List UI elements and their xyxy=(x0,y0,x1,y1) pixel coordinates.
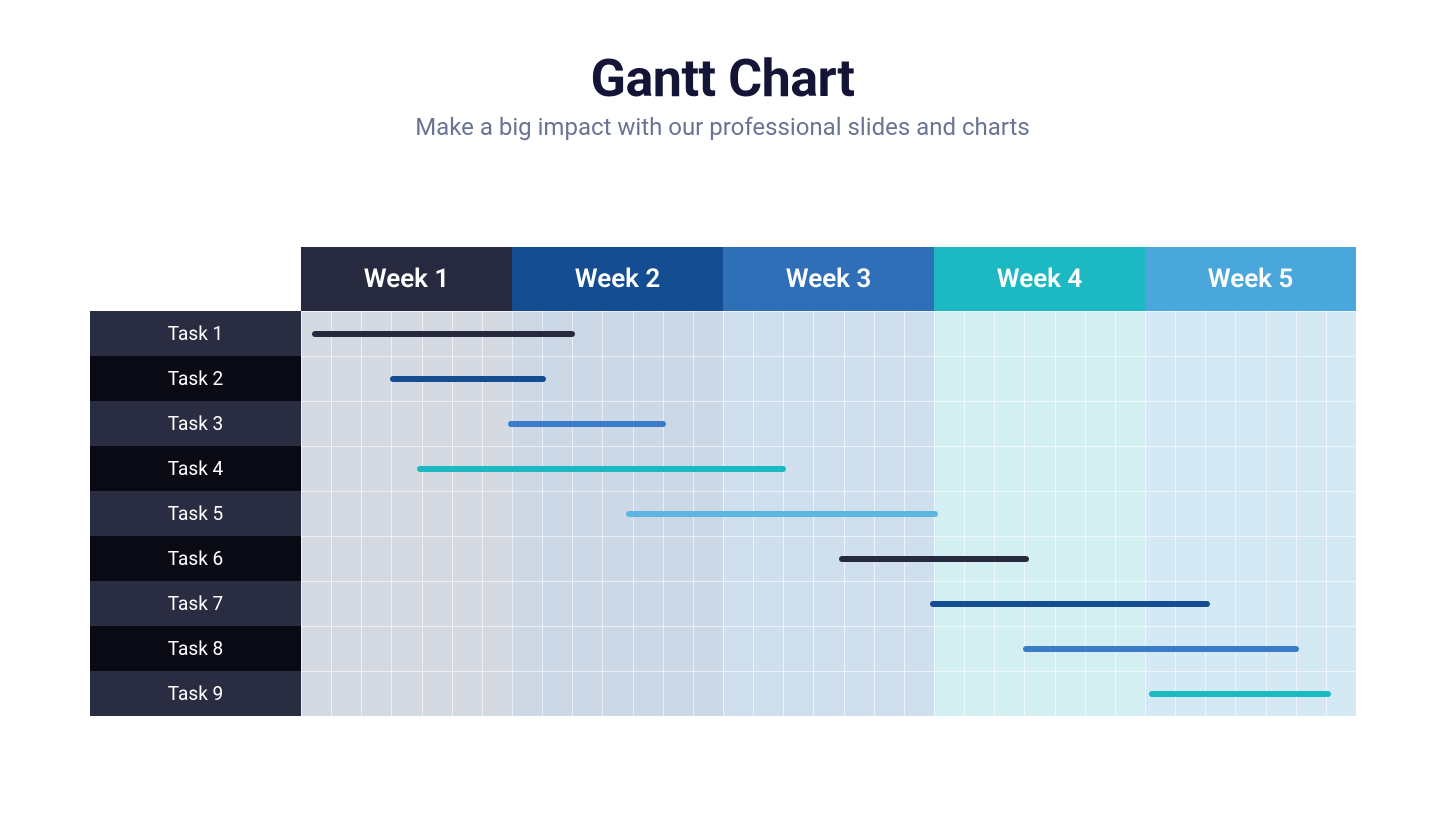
task-label: Task 9 xyxy=(90,671,301,716)
task-label: Task 4 xyxy=(90,446,301,491)
gantt-bar xyxy=(626,511,938,517)
header-spacer xyxy=(90,247,301,311)
week-header-1: Week 1 xyxy=(301,247,512,311)
task-label: Task 5 xyxy=(90,491,301,536)
gantt-bar xyxy=(508,421,666,427)
gantt-bar xyxy=(312,331,576,337)
week-header-3: Week 3 xyxy=(723,247,934,311)
chart-title: Gantt Chart xyxy=(0,48,1445,109)
week-header-2: Week 2 xyxy=(512,247,723,311)
chart-header: Gantt Chart Make a big impact with our p… xyxy=(0,0,1445,141)
gantt-bar xyxy=(839,556,1029,562)
week-header-row: Week 1Week 2Week 3Week 4Week 5 xyxy=(90,247,1356,311)
gantt-chart: Week 1Week 2Week 3Week 4Week 5 Task 1Tas… xyxy=(90,247,1356,716)
gantt-bar xyxy=(1149,691,1330,697)
task-label: Task 6 xyxy=(90,536,301,581)
week-header-4: Week 4 xyxy=(934,247,1145,311)
task-label: Task 8 xyxy=(90,626,301,671)
gantt-bar xyxy=(930,601,1211,607)
week-header-5: Week 5 xyxy=(1145,247,1356,311)
gantt-bar xyxy=(390,376,546,382)
task-label: Task 3 xyxy=(90,401,301,446)
task-label: Task 1 xyxy=(90,311,301,356)
gantt-grid-area: Task 1Task 2Task 3Task 4Task 5Task 6Task… xyxy=(90,311,1356,716)
task-label: Task 2 xyxy=(90,356,301,401)
chart-subtitle: Make a big impact with our professional … xyxy=(0,113,1445,141)
task-label: Task 7 xyxy=(90,581,301,626)
gantt-bars xyxy=(301,311,1356,716)
gantt-bar xyxy=(1023,646,1299,652)
gantt-bar xyxy=(417,466,786,472)
